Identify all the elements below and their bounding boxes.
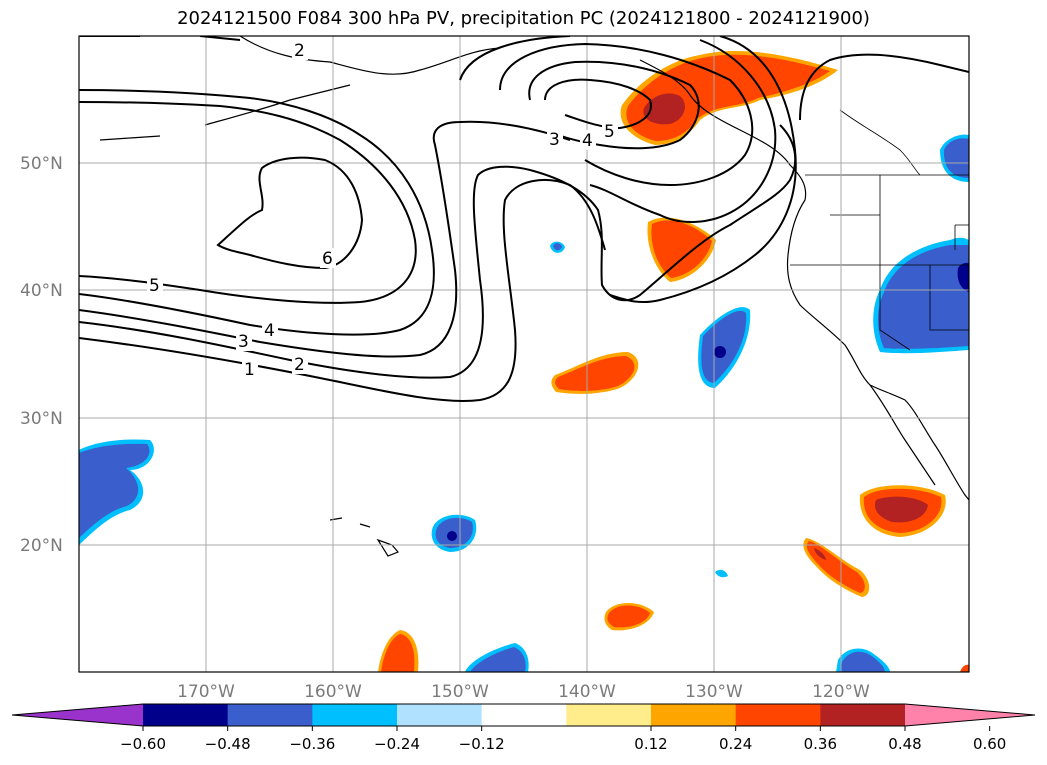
lon-label: 130°W bbox=[685, 682, 743, 702]
pv-label: 6 bbox=[322, 249, 333, 269]
lat-label: 50°N bbox=[20, 154, 63, 174]
lon-label: 120°W bbox=[812, 682, 870, 702]
pv-label: 3 bbox=[238, 332, 249, 352]
colorbar-tick-label: 0.36 bbox=[804, 735, 837, 753]
colorbar: −0.60 −0.48 −0.36 −0.24 −0.12 0.12 0.24 0.36 0.4… bbox=[11, 703, 1036, 753]
colorbar-tick-label: −0.24 bbox=[374, 735, 420, 753]
colorbar-segment bbox=[651, 704, 737, 726]
pv-contour-6 bbox=[216, 156, 364, 270]
colorbar-tick-label: 0.60 bbox=[973, 735, 1006, 753]
pv-contour-3b bbox=[499, 42, 754, 187]
pv-contour-4b bbox=[528, 60, 700, 150]
coastlines bbox=[99, 36, 969, 557]
colorbar-segment bbox=[397, 704, 483, 726]
colorbar-segment bbox=[312, 704, 398, 726]
colorbar-tick-label: 0.24 bbox=[719, 735, 752, 753]
pv-label: 4 bbox=[582, 131, 593, 151]
graticule bbox=[79, 36, 969, 672]
colorbar-segment bbox=[143, 704, 229, 726]
lat-label: 30°N bbox=[20, 409, 63, 429]
colorbar-segment bbox=[735, 704, 821, 726]
colorbar-tick-label: −0.36 bbox=[289, 735, 335, 753]
colorbar-tick-label: 0.12 bbox=[634, 735, 667, 753]
pv-contour-5a bbox=[79, 101, 417, 304]
lon-label: 140°W bbox=[558, 682, 616, 702]
lat-label: 20°N bbox=[20, 536, 63, 556]
pv-contour-4a bbox=[79, 89, 435, 336]
pv-contour-labels: 2 5 3 4 5 6 4 3 2 1 bbox=[147, 40, 618, 380]
map-title: 2024121500 F084 300 hPa PV, precipitatio… bbox=[177, 8, 870, 29]
pv-contour-1 bbox=[79, 179, 606, 402]
pv-contour-2b bbox=[459, 36, 777, 223]
pv-label: 4 bbox=[264, 321, 275, 341]
pv-label: 5 bbox=[149, 276, 160, 296]
pv-label: 2 bbox=[294, 355, 305, 375]
lon-label: 150°W bbox=[431, 682, 489, 702]
colorbar-segment bbox=[227, 704, 313, 726]
colorbar-segment bbox=[481, 704, 567, 726]
pv-contours bbox=[79, 36, 969, 402]
longitude-labels: 170°W 160°W 150°W 140°W 130°W 120°W bbox=[177, 682, 870, 702]
precip-anomaly-fills bbox=[79, 50, 969, 672]
political-borders bbox=[790, 109, 969, 351]
colorbar-tick-label: −0.48 bbox=[205, 735, 251, 753]
pv-label: 1 bbox=[244, 360, 255, 380]
colorbar-extend-low bbox=[12, 704, 143, 726]
colorbar-tick-label: 0.48 bbox=[888, 735, 921, 753]
pv-contour-2 bbox=[79, 124, 797, 379]
colorbar-segment bbox=[820, 704, 906, 726]
pv-label: 3 bbox=[549, 130, 560, 150]
lat-label: 40°N bbox=[20, 281, 63, 301]
lon-label: 160°W bbox=[304, 682, 362, 702]
pv-label: 2 bbox=[294, 41, 305, 61]
pv-label: 5 bbox=[604, 122, 615, 142]
lon-label: 170°W bbox=[177, 682, 235, 702]
colorbar-tick-label: −0.60 bbox=[120, 735, 166, 753]
colorbar-extend-high bbox=[905, 704, 1035, 726]
colorbar-tick-label: −0.12 bbox=[459, 735, 505, 753]
latitude-labels: 50°N 40°N 30°N 20°N bbox=[20, 154, 63, 556]
colorbar-segment bbox=[566, 704, 652, 726]
plot-frame bbox=[78, 35, 970, 673]
